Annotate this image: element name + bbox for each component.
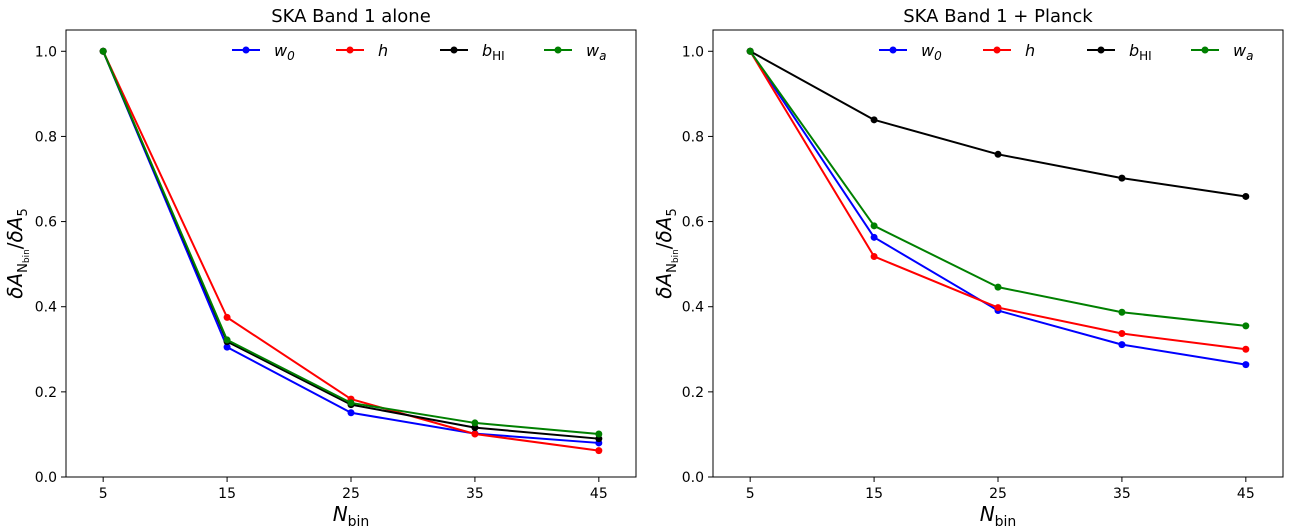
legend-marker [1097,46,1105,54]
data-point [99,47,107,55]
data-point [1118,174,1126,182]
data-point [595,447,603,455]
legend-marker [554,46,562,54]
legend-label: wa [586,41,606,63]
data-point [223,313,231,321]
y-tick-label: 0.0 [35,470,57,486]
legend-marker [242,46,250,54]
data-point [1118,341,1126,349]
legend-entry-1: w0 [232,41,295,63]
data-point [994,304,1002,312]
chart-title: SKA Band 1 alone [271,6,431,27]
y-axis-label: δANbin/δA5 [652,208,681,299]
legend-marker [889,46,897,54]
legend-entry-4: wa [544,41,606,63]
data-point [870,222,878,230]
data-point [870,233,878,241]
y-tick-label: 0.4 [682,300,704,316]
y-tick-label: 1.0 [35,44,57,60]
data-point [994,283,1002,291]
data-point [870,116,878,124]
legend-marker [450,46,458,54]
data-point [595,430,603,438]
x-tick-label: 45 [1237,486,1255,502]
legend-label: wa [1233,41,1253,63]
legend-label: bHI [482,41,505,63]
data-point [1118,308,1126,316]
x-tick-label: 5 [746,486,755,502]
y-tick-label: 0.8 [682,129,704,145]
data-point [347,399,355,407]
x-axis-label: Nbin [980,502,1017,529]
data-point [223,343,231,351]
data-point [1242,345,1250,353]
legend-entry-4: wa [1191,41,1253,63]
data-point [471,430,479,438]
data-point [746,47,754,55]
x-tick-label: 35 [1113,486,1131,502]
y-tick-label: 0.2 [35,385,57,401]
chart-panel-2: SKA Band 1 + Planck 5 15 25 35 45 0.0 0.2 0.4 0.6… [652,6,1284,529]
y-tick-label: 0.6 [35,215,57,231]
legend-entry-2: h [336,41,388,60]
legend-entry-1: w0 [879,41,942,63]
data-point [347,409,355,417]
data-point [471,419,479,427]
legend-entry-3: bHI [440,41,505,63]
x-tick-label: 25 [342,486,360,502]
series-line-1 [102,50,599,444]
data-point [870,252,878,260]
data-point [223,336,231,344]
y-tick-label: 0.4 [35,300,57,316]
series-line-2 [102,50,599,452]
legend-marker [1201,46,1209,54]
series-line-3 [102,50,599,440]
series-line-4 [102,50,599,435]
y-tick-label: 0.8 [35,129,57,145]
legend-marker [993,46,1001,54]
chart-panel-1: SKA Band 1 alone 5 15 25 35 45 0.0 0.2 0.4 0.6 0.8… [3,6,637,529]
x-tick-label: 45 [590,486,608,502]
x-tick-label: 15 [218,486,236,502]
data-point [1242,361,1250,369]
y-tick-label: 0.6 [682,215,704,231]
legend-label: bHI [1129,41,1152,63]
data-point [1118,330,1126,338]
legend-marker [346,46,354,54]
legend-label: w0 [274,41,295,63]
y-tick-label: 0.0 [682,470,704,486]
x-axis-label: Nbin [333,502,370,529]
x-tick-label: 25 [989,486,1007,502]
legend-entry-2: h [983,41,1035,60]
data-point [1242,322,1250,330]
chart-title: SKA Band 1 + Planck [903,6,1093,27]
legend-label: h [378,41,388,60]
x-tick-label: 35 [466,486,484,502]
legend-label: w0 [921,41,942,63]
y-tick-label: 1.0 [682,44,704,60]
data-point [994,150,1002,158]
y-axis-label: δANbin/δA5 [3,208,32,299]
legend-entry-3: bHI [1087,41,1152,63]
y-tick-label: 0.2 [682,385,704,401]
x-tick-label: 5 [99,486,108,502]
x-tick-label: 15 [865,486,883,502]
legend-label: h [1025,41,1035,60]
data-point [1242,192,1250,200]
plot-frame [712,29,1284,478]
